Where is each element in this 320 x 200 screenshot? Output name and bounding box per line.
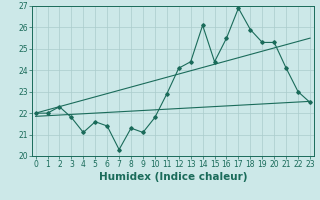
X-axis label: Humidex (Indice chaleur): Humidex (Indice chaleur) xyxy=(99,172,247,182)
